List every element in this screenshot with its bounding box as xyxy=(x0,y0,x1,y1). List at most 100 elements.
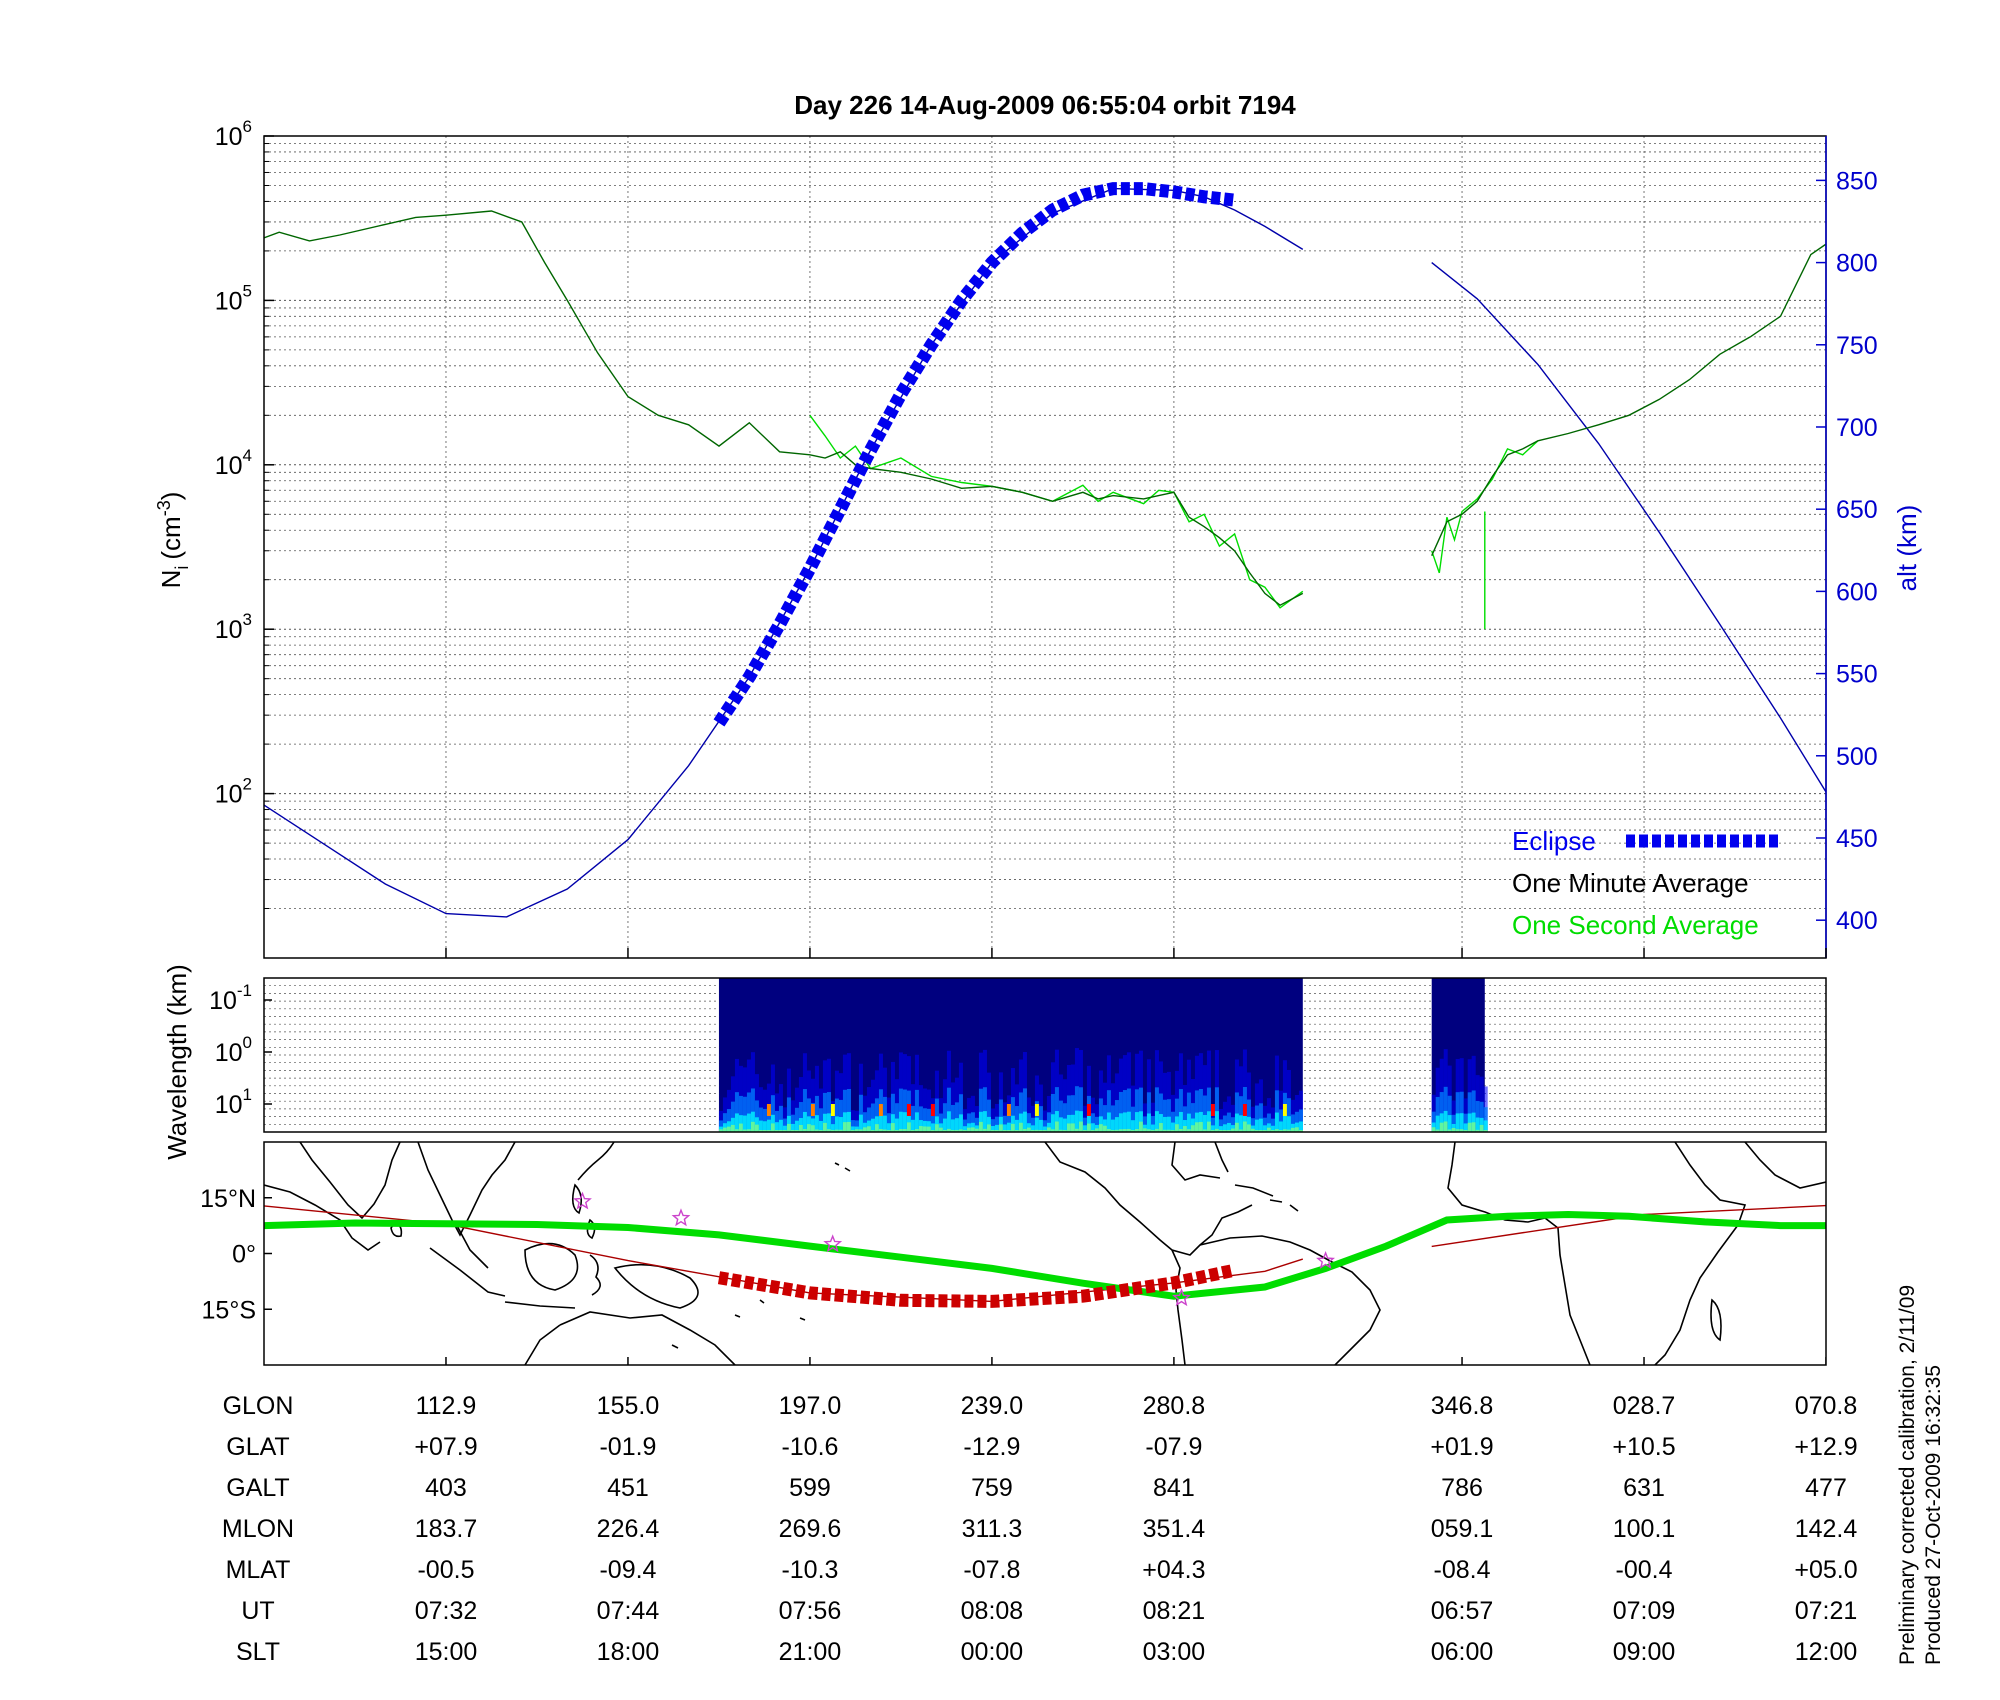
spectrogram-cell xyxy=(1246,1124,1251,1132)
altitude-y-ticks: 400 450 500 550 600 650 700 750 800 850 xyxy=(1816,167,1878,935)
spectrogram-cell xyxy=(730,1101,735,1132)
spectrogram-cell xyxy=(750,1121,755,1132)
spectrogram-cell xyxy=(1170,1122,1175,1132)
altitude-y-axis-label: alt (km) xyxy=(1892,505,1922,592)
coast-sulawesi xyxy=(589,1254,601,1296)
spectrogram-cell xyxy=(970,1127,975,1132)
spectrogram-cell xyxy=(1162,1129,1167,1132)
spectrogram-cell xyxy=(1010,1097,1015,1132)
spectrogram-cell xyxy=(726,1126,731,1132)
spectrogram-cell xyxy=(1226,1130,1231,1132)
table-cell: 631 xyxy=(1623,1474,1665,1502)
spectrogram-cell xyxy=(738,1123,743,1132)
spectrogram-cell xyxy=(1090,1113,1095,1132)
spectrogram-cell xyxy=(878,1129,883,1132)
spectrogram-cell xyxy=(778,1119,783,1132)
spectrogram-cell xyxy=(910,1119,915,1132)
spectrogram-y-tick-label: 10-1 xyxy=(209,981,252,1015)
spectrogram-cell xyxy=(1286,1129,1291,1132)
spectrogram-cell xyxy=(762,1108,767,1132)
spectrogram-cell xyxy=(1230,1117,1235,1132)
spectrogram-cell xyxy=(1298,1121,1303,1132)
density-series xyxy=(264,182,1826,918)
spectrogram-cell xyxy=(1110,1130,1115,1132)
spectrogram-cell xyxy=(718,1120,723,1132)
spectrogram-cell xyxy=(922,1126,927,1132)
spectrogram-cell xyxy=(950,1119,955,1132)
spectrogram-cell xyxy=(1150,1124,1155,1132)
spectrogram-cell xyxy=(1451,1114,1456,1132)
spectrogram-cell xyxy=(1455,1129,1460,1132)
density-y-axis-label: Ni (cm-3) xyxy=(154,492,192,589)
spectrogram-cell xyxy=(742,1129,747,1132)
spectrogram-cell xyxy=(890,1093,895,1132)
spectrogram-cell xyxy=(1222,1115,1227,1132)
spectrogram-cell xyxy=(746,1129,751,1132)
density-y-tick-label: 106 xyxy=(215,117,252,151)
spectrogram-cell xyxy=(998,1124,1003,1132)
spectrogram-cell xyxy=(734,1092,739,1132)
density-grid xyxy=(264,136,1826,958)
spectrogram-cell xyxy=(758,1130,763,1132)
spectrogram-cell xyxy=(1479,1101,1484,1132)
spectrogram-cell xyxy=(1186,1113,1191,1132)
spectrogram-cell xyxy=(926,1126,931,1132)
table-row-label: GALT xyxy=(226,1474,289,1502)
spectrogram-cell xyxy=(894,1103,899,1132)
spectrogram-cell xyxy=(1130,1130,1135,1132)
spectrogram-cell xyxy=(814,1129,819,1132)
spectrogram-cell xyxy=(1006,1104,1011,1116)
spectrogram-cell xyxy=(1122,1112,1127,1132)
map-tracks xyxy=(264,1191,1826,1308)
spectrogram-cell xyxy=(942,1103,947,1132)
table-cell: -10.3 xyxy=(781,1556,838,1584)
ylabel-close: ) xyxy=(156,492,186,501)
spectrogram-cell xyxy=(850,1120,855,1132)
spectrogram-cell xyxy=(946,1087,951,1132)
spectrogram-cell xyxy=(818,1108,823,1132)
table-row-label: GLAT xyxy=(226,1433,289,1461)
spectrogram-cell xyxy=(1298,1109,1303,1132)
tick-base: 10 xyxy=(215,123,243,151)
spectrogram-cell xyxy=(1431,1127,1436,1132)
spectrogram-cell xyxy=(854,1120,859,1132)
spectrogram-cell xyxy=(1463,1123,1468,1132)
spectrogram-cell xyxy=(882,1129,887,1132)
spectrogram-cell xyxy=(1030,1130,1035,1132)
spectrogram-cell xyxy=(1278,1109,1283,1132)
spectrogram-cell xyxy=(1070,1095,1075,1132)
spectrogram-cell xyxy=(1030,1117,1035,1132)
spectrogram-cell xyxy=(1002,1124,1007,1132)
table-cell: 280.8 xyxy=(1143,1392,1206,1420)
spectrogram-cell xyxy=(1074,1086,1079,1132)
spectrogram-cell xyxy=(958,1094,963,1132)
spectrogram-cell xyxy=(1034,1104,1039,1116)
spectrogram-cell xyxy=(806,1098,811,1132)
map-plot-area xyxy=(264,1142,1826,1365)
table-cell: 08:08 xyxy=(961,1597,1024,1625)
spectrogram-cell xyxy=(1435,1115,1440,1132)
spectrogram-cell xyxy=(1463,1130,1468,1132)
spectrogram-cell xyxy=(1210,1117,1215,1132)
table-cell: 15:00 xyxy=(415,1638,478,1666)
coast-north-america xyxy=(1044,1142,1253,1256)
spectrogram-cell xyxy=(1198,1121,1203,1132)
spectrogram-cell xyxy=(1050,1114,1055,1132)
spectrogram-cell xyxy=(1270,1130,1275,1132)
spectrogram-cell xyxy=(1439,1092,1444,1132)
table-cell: -00.4 xyxy=(1616,1556,1673,1584)
spectrogram-cell xyxy=(1439,1122,1444,1132)
spectrogram-cell xyxy=(830,1104,835,1116)
coast-florida xyxy=(1214,1142,1229,1173)
spectrogram-cell xyxy=(1242,1104,1247,1116)
star-marker xyxy=(1172,1288,1191,1307)
table-cell: +07.9 xyxy=(414,1433,477,1461)
spectrogram-cell xyxy=(1122,1129,1127,1132)
table-cell: 239.0 xyxy=(961,1392,1024,1420)
coast-pacific-islands xyxy=(671,1299,806,1349)
spectrogram-cell xyxy=(1298,1130,1303,1132)
altitude-y-tick-label: 800 xyxy=(1836,250,1878,278)
spectrogram-cell xyxy=(962,1119,967,1132)
spectrogram-cell xyxy=(1274,1090,1279,1132)
